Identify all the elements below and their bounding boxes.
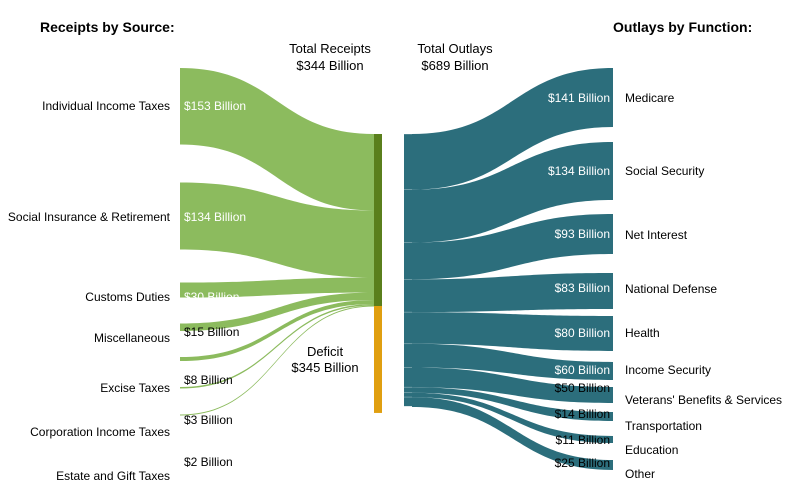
outlay-name-transportation: Transportation xyxy=(625,419,702,433)
outlay-name-national-defense: National Defense xyxy=(625,282,717,296)
receipt-name-corporation-income-taxes: Corporation Income Taxes xyxy=(30,425,170,439)
receipt-name-estate-and-gift-taxes: Estate and Gift Taxes xyxy=(56,469,170,483)
outlay-flow-health xyxy=(412,312,613,351)
receipt-name-individual-income-taxes: Individual Income Taxes xyxy=(42,99,170,113)
outlay-name-other: Other xyxy=(625,467,655,481)
outlay-value-medicare: $141 Billion xyxy=(548,91,610,105)
outlay-flow-net-interest xyxy=(412,214,613,280)
outlay-flow-medicare xyxy=(412,68,613,190)
receipt-name-miscellaneous: Miscellaneous xyxy=(94,331,170,345)
outlay-value-veterans-benefits-services: $50 Billion xyxy=(555,381,610,395)
outlay-value-education: $11 Billion xyxy=(556,433,610,447)
outlay-flow-social-security xyxy=(412,142,613,243)
total-receipts-bar xyxy=(374,134,382,306)
outlay-name-net-interest: Net Interest xyxy=(625,228,688,242)
outlay-name-social-security: Social Security xyxy=(625,164,704,178)
outlay-flow-transportation xyxy=(412,387,613,421)
receipt-value-social-insurance-retirement: $134 Billion xyxy=(184,210,246,224)
receipt-value-miscellaneous: $15 Billion xyxy=(184,325,239,339)
receipt-flow-social-insurance-retirement xyxy=(180,182,374,278)
receipt-flows xyxy=(180,68,374,416)
receipts-heading: Receipts by Source: xyxy=(40,19,175,35)
outlay-value-net-interest: $93 Billion xyxy=(555,227,610,241)
total-outlays-label: Total Outlays xyxy=(417,41,493,56)
receipt-flow-individual-income-taxes xyxy=(180,68,374,211)
outlay-flow-other xyxy=(412,397,613,470)
outlay-value-social-security: $134 Billion xyxy=(548,164,610,178)
total-outlays-bar xyxy=(404,134,412,407)
outlay-name-veterans-benefits-services: Veterans' Benefits & Services xyxy=(625,393,782,407)
receipt-flow-miscellaneous xyxy=(180,292,374,331)
outlay-name-income-security: Income Security xyxy=(625,363,711,377)
flow-labels: Individual Income Taxes $153 Billion Socia… xyxy=(8,91,782,483)
outlay-flow-veterans-benefits-services xyxy=(412,367,613,403)
receipt-flow-corporation-income-taxes xyxy=(180,304,374,389)
receipt-name-excise-taxes: Excise Taxes xyxy=(100,381,170,395)
outlay-flow-national-defense xyxy=(412,273,613,313)
receipt-value-individual-income-taxes: $153 Billion xyxy=(184,99,246,113)
deficit-bar xyxy=(374,306,382,413)
receipt-flow-excise-taxes xyxy=(180,300,374,361)
deficit-value: $345 Billion xyxy=(291,360,358,375)
outlay-value-other: $25 Billion xyxy=(555,456,610,470)
total-outlays-value: $689 Billion xyxy=(421,58,488,73)
receipt-name-customs-duties: Customs Duties xyxy=(85,290,170,304)
outlay-value-national-defense: $83 Billion xyxy=(555,281,610,295)
outlay-name-education: Education xyxy=(625,443,678,457)
receipt-value-corporation-income-taxes: $3 Billion xyxy=(184,413,233,427)
outlay-value-transportation: $14 Billion xyxy=(555,407,610,421)
receipt-flow-customs-duties xyxy=(180,277,374,298)
receipt-value-estate-and-gift-taxes: $2 Billion xyxy=(184,455,233,469)
deficit-label: Deficit xyxy=(307,344,344,359)
outlay-flows xyxy=(412,68,613,470)
outlay-value-income-security: $60 Billion xyxy=(555,363,610,377)
outlay-flow-income-security xyxy=(412,343,613,380)
receipt-name-social-insurance-retirement: Social Insurance & Retirement xyxy=(8,210,171,224)
total-receipts-label: Total Receipts xyxy=(289,41,371,56)
receipt-value-excise-taxes: $8 Billion xyxy=(184,373,233,387)
outlay-name-health: Health xyxy=(625,326,660,340)
total-receipts-value: $344 Billion xyxy=(296,58,363,73)
receipt-value-customs-duties: $30 Billion xyxy=(184,290,239,304)
center-nodes xyxy=(374,133,412,413)
outlay-flow-education xyxy=(412,392,613,443)
outlay-name-medicare: Medicare xyxy=(625,91,675,105)
outlays-heading: Outlays by Function: xyxy=(613,19,752,35)
outlay-value-health: $80 Billion xyxy=(555,326,610,340)
receipt-flow-estate-and-gift-taxes xyxy=(180,305,374,416)
